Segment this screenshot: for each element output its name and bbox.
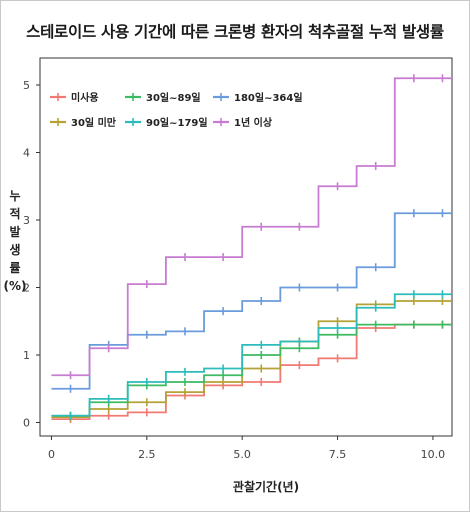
x-tick-label: 10.0: [421, 448, 446, 461]
x-axis-label: 관찰기간(년): [233, 479, 299, 494]
y-tick-label: 2: [23, 282, 30, 295]
series-line-3: [51, 293, 452, 417]
y-tick-label: 0: [23, 417, 30, 430]
y-axis-label-char: (%): [4, 279, 27, 293]
y-axis-label-char: 발: [9, 224, 20, 239]
y-axis-label-char: 률: [9, 261, 20, 275]
y-tick-label: 1: [23, 349, 30, 362]
y-tick-label: 5: [23, 79, 30, 92]
legend-label: 30일~89일: [146, 91, 201, 104]
series-line-5: [51, 77, 452, 377]
legend-label: 180일~364일: [234, 91, 303, 104]
legend-label: 미사용: [71, 91, 99, 104]
y-axis-label-char: 누: [9, 189, 20, 203]
x-tick-label: 5.0: [233, 448, 251, 461]
chart-title: 스테로이드 사용 기간에 따른 크론병 환자의 척추골절 누적 발생률: [26, 23, 444, 41]
y-tick-label: 3: [23, 214, 30, 227]
x-tick-label: 2.5: [138, 448, 156, 461]
x-tick-label: 0: [48, 448, 55, 461]
legend-label: 1년 이상: [234, 116, 273, 129]
y-axis-label-char: 생: [9, 242, 20, 257]
plot-area: [39, 57, 453, 437]
x-tick-label: 7.5: [329, 448, 347, 461]
legend-label: 30일 미만: [71, 116, 117, 129]
y-tick-label: 4: [23, 147, 30, 160]
y-axis-label-char: 적: [9, 206, 20, 221]
legend-label: 90일~179일: [146, 116, 208, 129]
